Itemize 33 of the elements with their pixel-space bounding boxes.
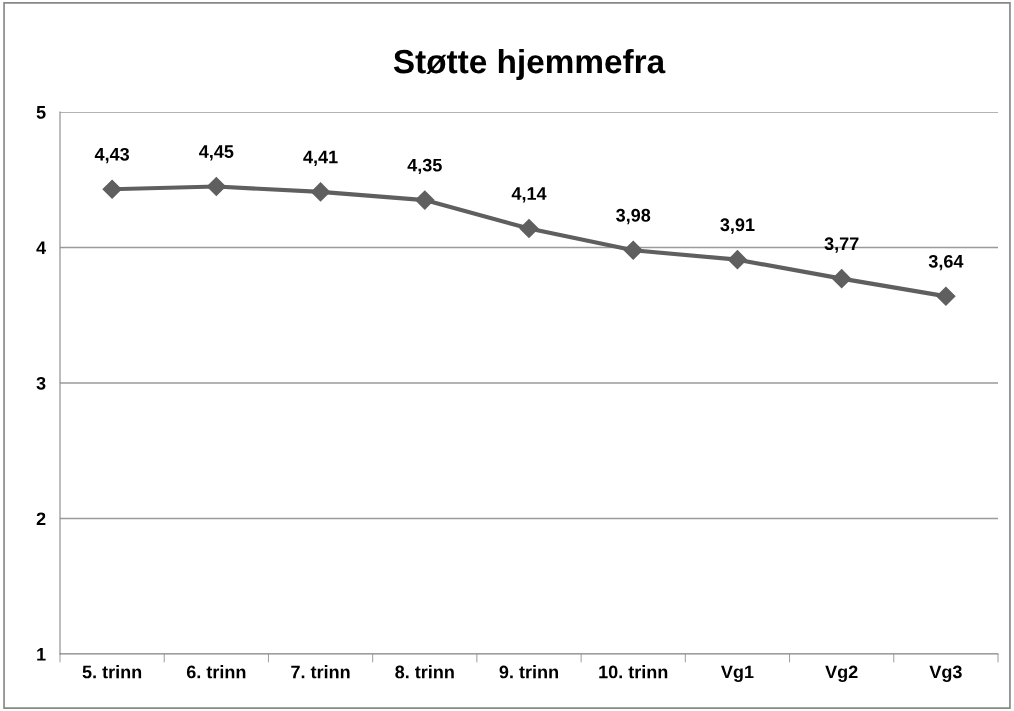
x-tick-label: 10. trinn <box>599 665 668 679</box>
data-label: 4,43 <box>94 147 130 164</box>
point <box>519 218 539 239</box>
chart-title: Støtte hjemmefra <box>393 48 666 81</box>
y-tick-label: 5 <box>36 106 46 119</box>
data-label: 4,35 <box>407 158 442 175</box>
data-label: 4,14 <box>511 187 547 203</box>
x-tick-label: Vg2 <box>825 665 858 682</box>
point <box>623 240 643 260</box>
y-tick-label: 2 <box>36 512 46 526</box>
data-label: 4,41 <box>303 150 338 166</box>
point <box>936 286 956 306</box>
x-tick-label: Vg3 <box>929 665 962 682</box>
data-label: 3,98 <box>616 208 651 225</box>
y-tick-label: 4 <box>36 241 47 255</box>
data-label: 3,64 <box>928 254 964 271</box>
point <box>102 179 122 199</box>
x-tick-label: 9. trinn <box>499 665 558 679</box>
x-tick-label: 8. trinn <box>395 665 454 679</box>
point <box>727 250 747 270</box>
x-tick-label: 6. trinn <box>186 665 246 679</box>
x-tick-label: 5. trinn <box>82 665 142 679</box>
data-label: 3,91 <box>720 218 755 234</box>
point <box>206 176 226 197</box>
data-label: 3,77 <box>824 237 859 253</box>
y-tick-label: 1 <box>37 648 46 661</box>
point <box>311 182 331 202</box>
point <box>415 190 435 210</box>
x-tick-label: Vg1 <box>721 665 754 682</box>
x-tick-label: 7. trinn <box>291 665 350 679</box>
data-label: 4,45 <box>199 145 234 161</box>
point <box>832 269 852 289</box>
y-tick-label: 3 <box>36 376 46 390</box>
